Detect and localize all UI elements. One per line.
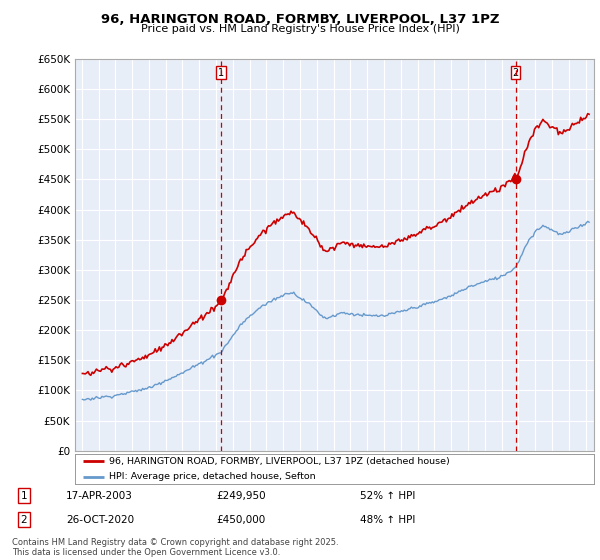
Text: Contains HM Land Registry data © Crown copyright and database right 2025.
This d: Contains HM Land Registry data © Crown c… <box>12 538 338 557</box>
Text: 1: 1 <box>218 68 224 77</box>
Text: 17-APR-2003: 17-APR-2003 <box>66 491 133 501</box>
Text: 2: 2 <box>512 68 518 77</box>
Text: 96, HARINGTON ROAD, FORMBY, LIVERPOOL, L37 1PZ: 96, HARINGTON ROAD, FORMBY, LIVERPOOL, L… <box>101 13 499 26</box>
Text: Price paid vs. HM Land Registry's House Price Index (HPI): Price paid vs. HM Land Registry's House … <box>140 24 460 34</box>
Text: HPI: Average price, detached house, Sefton: HPI: Average price, detached house, Seft… <box>109 472 316 481</box>
Text: 26-OCT-2020: 26-OCT-2020 <box>66 515 134 525</box>
Text: 96, HARINGTON ROAD, FORMBY, LIVERPOOL, L37 1PZ (detached house): 96, HARINGTON ROAD, FORMBY, LIVERPOOL, L… <box>109 457 449 466</box>
Text: £450,000: £450,000 <box>216 515 265 525</box>
Text: £249,950: £249,950 <box>216 491 266 501</box>
Text: 52% ↑ HPI: 52% ↑ HPI <box>360 491 415 501</box>
Text: 48% ↑ HPI: 48% ↑ HPI <box>360 515 415 525</box>
Text: 1: 1 <box>20 491 28 501</box>
Text: 2: 2 <box>20 515 28 525</box>
